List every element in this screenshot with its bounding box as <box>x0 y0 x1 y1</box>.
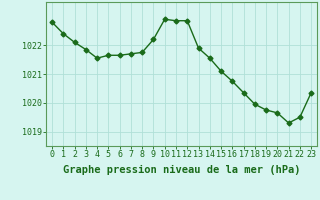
X-axis label: Graphe pression niveau de la mer (hPa): Graphe pression niveau de la mer (hPa) <box>63 165 300 175</box>
